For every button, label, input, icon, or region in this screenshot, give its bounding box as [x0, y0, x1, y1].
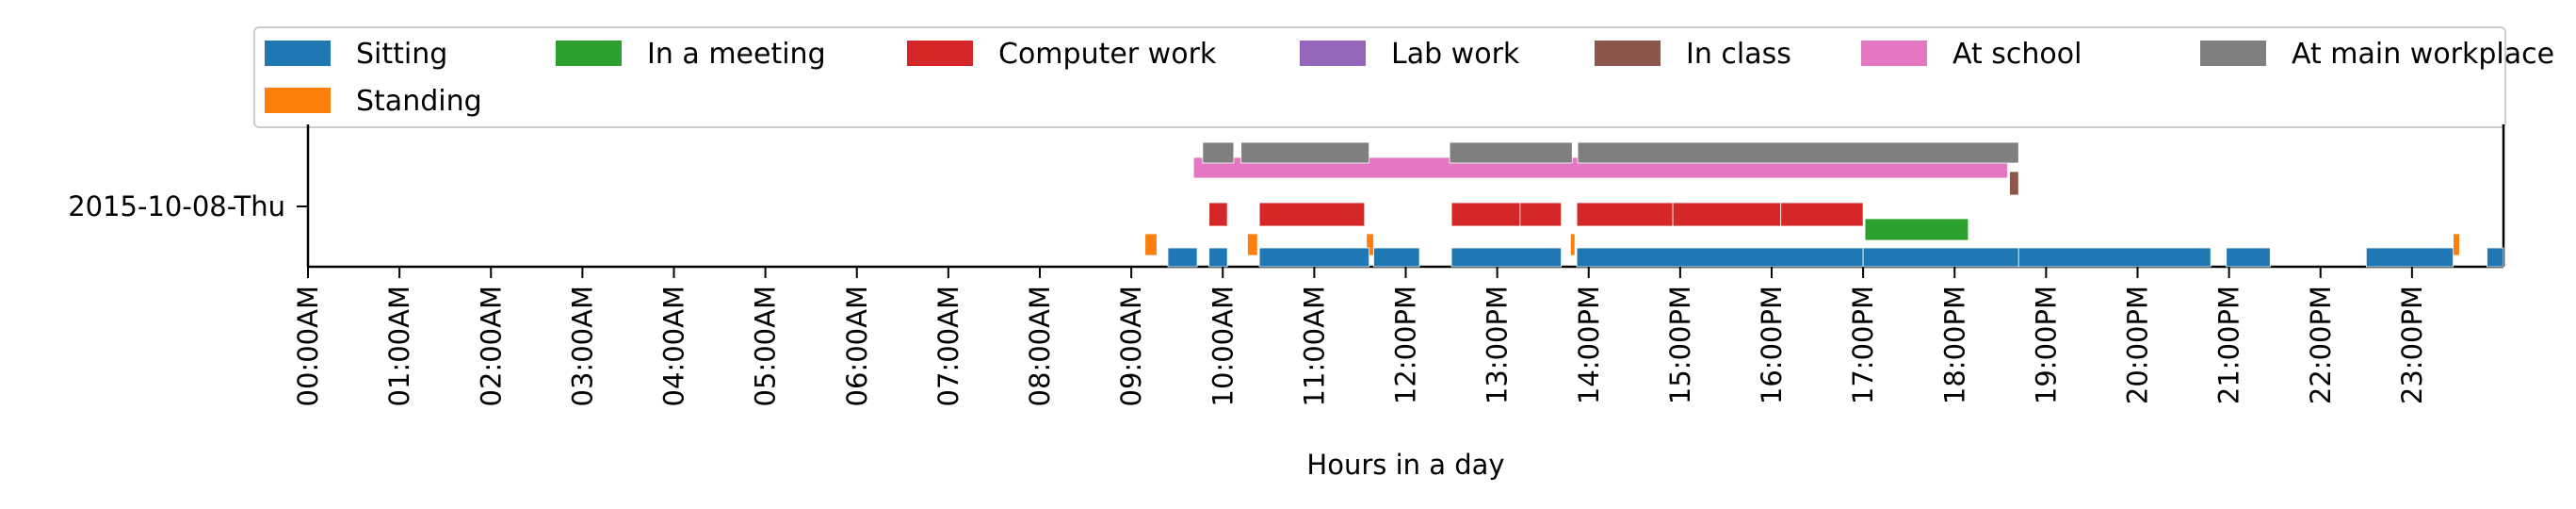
bar-sitting: [2487, 247, 2504, 268]
plot-area: [306, 124, 2505, 269]
bar-computer-work: [1450, 202, 1521, 227]
x-tick-label: 00:00AM: [292, 286, 324, 406]
bar-computer-work: [1258, 202, 1366, 227]
bar-sitting: [2017, 247, 2211, 268]
bar-sitting: [1373, 247, 1420, 268]
bar-computer-work: [1780, 202, 1864, 227]
legend-label-in-a-meeting: In a meeting: [647, 38, 826, 71]
bar-at-main-workplace: [1202, 141, 1235, 164]
bar-at-main-workplace: [1449, 141, 1573, 164]
x-axis-title: Hours in a day: [1306, 449, 1504, 481]
x-tick-label: 22:00PM: [2305, 286, 2337, 404]
x-tick-label: 17:00PM: [1847, 286, 1879, 404]
bar-standing: [1569, 233, 1576, 256]
legend-swatch-at-main-workplace: [2200, 41, 2266, 66]
x-tick-label: 01:00AM: [383, 286, 415, 406]
x-tick-label: 07:00AM: [932, 286, 964, 406]
x-tick-label: 04:00AM: [658, 286, 690, 406]
legend-label-standing: Standing: [356, 85, 482, 118]
legend-swatch-computer-work: [907, 41, 973, 66]
bar-sitting: [1258, 247, 1370, 268]
x-tick-label: 02:00AM: [475, 286, 507, 406]
legend-label-at-main-workplace: At main workplace: [2292, 38, 2554, 71]
x-tick-label: 21:00PM: [2213, 286, 2245, 404]
x-tick-label: 14:00PM: [1573, 286, 1605, 404]
legend-label-at-school: At school: [1952, 38, 2082, 71]
legend-swatch-lab-work: [1300, 41, 1366, 66]
bar-sitting: [1576, 247, 1864, 268]
x-tick-label: 11:00AM: [1298, 286, 1330, 406]
bar-sitting: [2226, 247, 2271, 268]
bar-in-class: [2009, 171, 2019, 196]
bar-sitting: [1167, 247, 1198, 268]
legend-swatch-at-school: [1861, 41, 1927, 66]
bar-computer-work: [1672, 202, 1782, 227]
x-axis: 00:00AM 01:00AM 02:00AM 03:00AM 04:00AM 05:00…: [292, 267, 2428, 406]
y-axis: 2015-10-08-Thu: [68, 190, 308, 222]
bar-computer-work: [1519, 202, 1563, 227]
x-tick-label: 10:00AM: [1207, 286, 1239, 406]
legend-swatch-standing: [265, 88, 331, 113]
x-tick-label: 05:00AM: [750, 286, 782, 406]
y-tick-label: 2015-10-08-Thu: [68, 190, 285, 222]
bar-computer-work: [1576, 202, 1674, 227]
bar-sitting: [1208, 247, 1228, 268]
legend-swatch-sitting: [265, 41, 331, 66]
legend-label-lab-work: Lab work: [1391, 38, 1520, 71]
x-tick-label: 13:00PM: [1482, 286, 1514, 404]
bar-standing: [1366, 233, 1374, 256]
legend-label-computer-work: Computer work: [998, 38, 1217, 71]
bar-standing: [1144, 233, 1158, 256]
x-tick-label: 23:00PM: [2396, 286, 2428, 404]
bar-standing: [1247, 233, 1258, 256]
bar-sitting: [1450, 247, 1563, 268]
x-tick-label: 09:00AM: [1115, 286, 1147, 406]
x-tick-label: 19:00PM: [2030, 286, 2062, 404]
x-tick-label: 06:00AM: [841, 286, 873, 406]
bar-computer-work: [1208, 202, 1228, 227]
legend: Sitting In a meeting Computer work Lab work…: [253, 26, 2554, 128]
bar-standing: [2453, 233, 2460, 256]
x-tick-label: 15:00PM: [1664, 286, 1696, 404]
legend-swatch-in-class: [1595, 41, 1661, 66]
legend-label-sitting: Sitting: [356, 38, 447, 71]
legend-swatch-in-a-meeting: [556, 41, 622, 66]
bar-sitting: [2365, 247, 2454, 268]
x-tick-label: 16:00PM: [1756, 286, 1788, 404]
bar-at-main-workplace: [1577, 141, 2019, 164]
bar-at-main-workplace: [1240, 141, 1370, 164]
legend-frame: [253, 26, 2506, 128]
x-tick-label: 20:00PM: [2122, 286, 2154, 404]
bar-sitting: [1862, 247, 2019, 268]
bar-in-a-meeting: [1864, 218, 1969, 241]
legend-label-in-class: In class: [1686, 38, 1791, 71]
x-tick-label: 08:00AM: [1024, 286, 1056, 406]
x-tick-label: 18:00PM: [1938, 286, 1970, 404]
x-tick-label: 12:00PM: [1390, 286, 1422, 404]
x-tick-label: 03:00AM: [566, 286, 598, 406]
